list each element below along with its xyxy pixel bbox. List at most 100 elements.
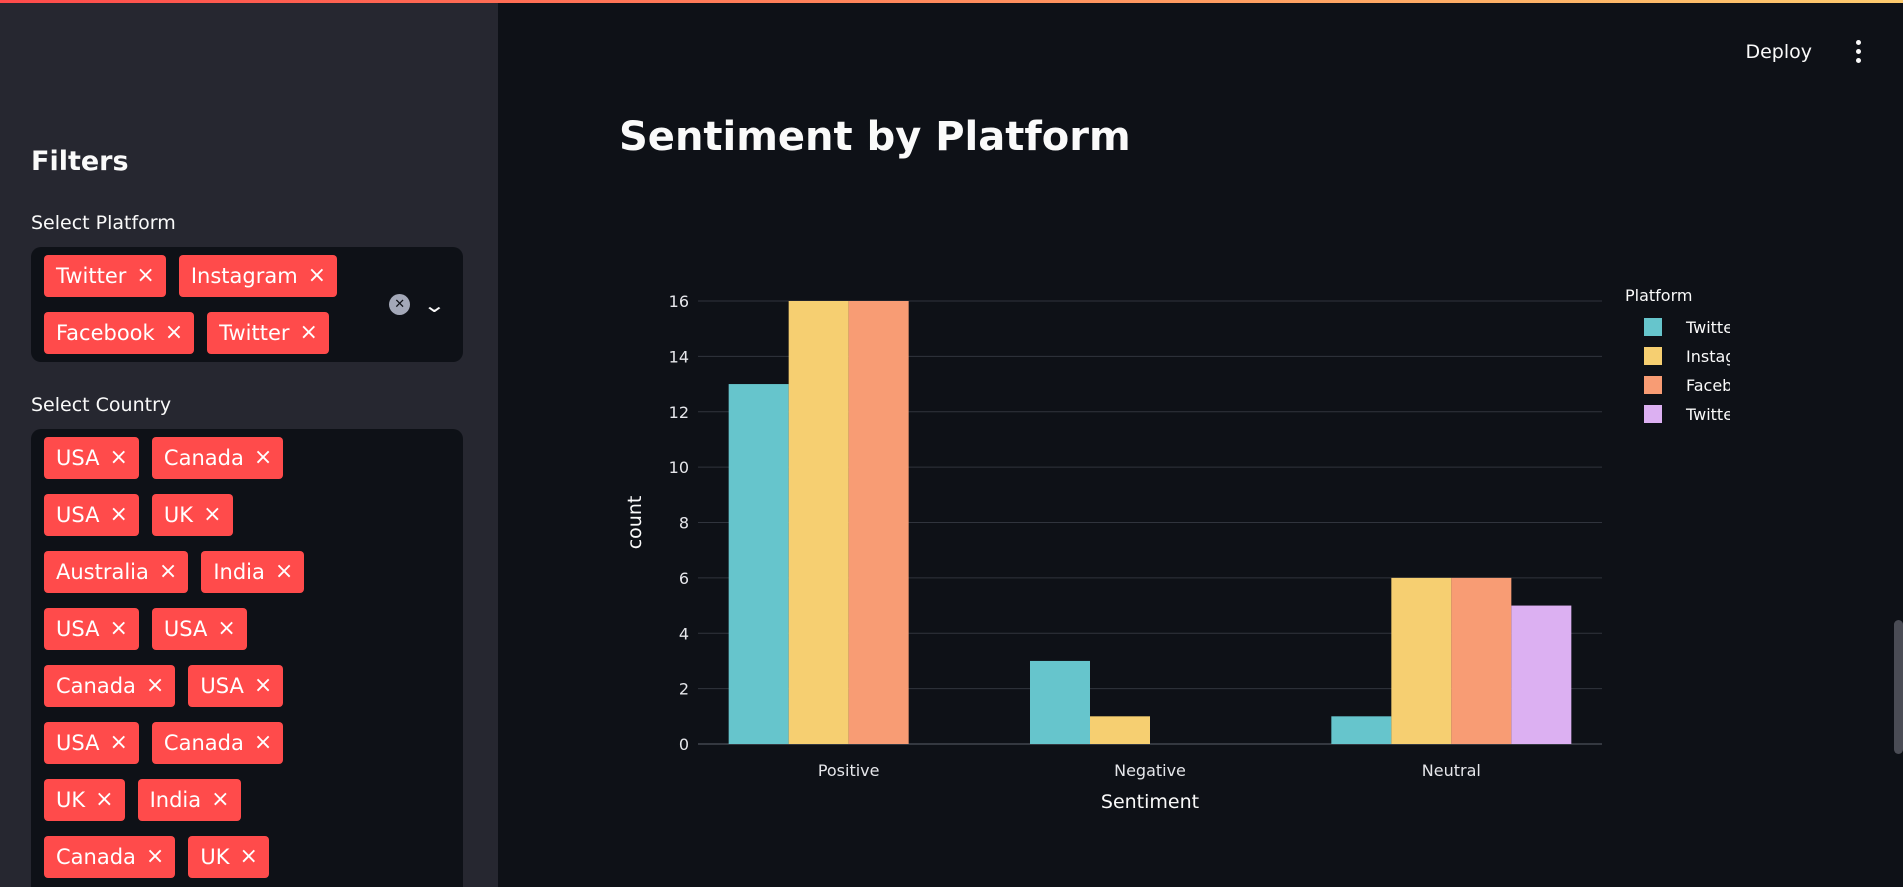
remove-chip-icon[interactable]: × [109,730,128,755]
country-chip: USA × [44,494,139,536]
y-axis-title: count [624,496,646,550]
country-chip: Canada × [44,836,176,878]
app-header-actions: Deploy [1745,40,1861,63]
x-tick-label: Neutral [1422,761,1481,780]
country-chip: USA × [44,722,139,764]
country-chip-label: USA [200,674,244,698]
platform-chip-label: Twitter [219,321,290,345]
country-chip: UK × [188,836,269,878]
country-chip-label: USA [163,617,208,641]
remove-chip-icon[interactable]: × [274,559,294,584]
bar-facebook-positive [848,301,909,744]
remove-chip-icon[interactable]: × [217,616,236,641]
remove-chip-icon[interactable]: × [253,730,273,755]
x-axis-title: Sentiment [1101,791,1199,813]
remove-chip-icon[interactable]: × [253,673,273,698]
country-chip-label: Canada [163,731,244,755]
main-menu-icon[interactable] [1856,40,1861,63]
platform-chip-label: Twitter [56,264,127,288]
country-multiselect[interactable]: USA × Canada × USA × UK × Australia × India × USA × US… [31,429,463,887]
y-tick-label: 4 [679,624,689,643]
remove-chip-icon[interactable]: × [253,445,273,470]
bar-twitter-neutral [1511,605,1572,744]
y-tick-label: 2 [679,680,689,699]
sidebar: Filters Select Platform Twitter × Instagra… [0,0,498,887]
clear-all-icon[interactable]: ✕ [389,294,411,315]
country-chip: Canada × [151,437,284,479]
remove-chip-icon[interactable]: × [307,263,327,288]
country-chip: USA × [44,608,139,650]
country-chip: India × [137,779,241,821]
country-chip-label: UK [163,503,194,527]
legend-swatch [1644,347,1662,365]
x-tick-label: Negative [1114,761,1186,780]
country-chip-label: USA [56,617,100,641]
platform-multiselect[interactable]: Twitter × Instagram × Facebook × Twitter × ✕ ⌄ [31,247,463,362]
sentiment-bar-chart: 0 2 4 6 8 10 12 14 16 Positive Negative Neutral Sent… [624,286,1730,813]
platform-chip-label: Facebook [56,321,155,345]
remove-chip-icon[interactable]: × [239,844,258,869]
remove-chip-icon[interactable]: × [109,502,128,527]
platform-filter-label: Select Platform [31,212,176,234]
country-chips: USA × Canada × USA × UK × Australia × India × USA × US… [44,437,374,878]
remove-chip-icon[interactable]: × [299,320,318,345]
legend-label: Instagram [1686,347,1730,366]
remove-chip-icon[interactable]: × [158,559,178,584]
country-chip: Canada × [151,722,284,764]
platform-chip-label: Instagram [190,264,298,288]
legend-title: Platform [1625,286,1692,305]
country-chip-label: UK [56,788,86,812]
deploy-button[interactable]: Deploy [1745,40,1812,63]
country-chip: India × [201,551,305,593]
y-tick-label: 6 [679,569,689,588]
remove-chip-icon[interactable]: × [164,320,184,345]
remove-chip-icon[interactable]: × [136,263,155,288]
remove-chip-icon[interactable]: × [203,502,222,527]
bar-twitter-neutral [1331,716,1392,744]
country-chip-label: Australia [56,560,149,584]
page-scrollbar[interactable] [1894,620,1903,754]
remove-chip-icon[interactable]: × [109,445,128,470]
chevron-down-icon[interactable]: ⌄ [422,292,447,317]
platform-chip: Facebook × [44,312,195,354]
legend-label: Twitter [1685,405,1730,424]
y-tick-label: 10 [669,458,689,477]
country-chip-label: USA [56,446,100,470]
bar-facebook-neutral [1451,577,1512,744]
country-chip: Canada × [44,665,176,707]
remove-chip-icon[interactable]: × [95,787,114,812]
country-chip: UK × [44,779,125,821]
y-tick-label: 14 [669,347,689,366]
sidebar-title: Filters [31,146,129,177]
country-chip-label: Canada [163,446,244,470]
country-chip: USA × [151,608,247,650]
remove-chip-icon[interactable]: × [109,616,128,641]
platform-chip: Twitter × [44,255,166,297]
remove-chip-icon[interactable]: × [145,673,165,698]
y-tick-label: 12 [669,403,689,422]
country-chip-label: Canada [56,674,136,698]
country-chip: Australia × [44,551,189,593]
platform-controls: ✕ ⌄ [389,247,447,362]
country-chip-label: Canada [56,845,136,869]
country-chip-label: USA [56,731,100,755]
legend-swatch [1644,376,1662,394]
top-accent-bar [0,0,1903,3]
y-tick-label: 8 [679,514,689,533]
platform-chips: Twitter × Instagram × Facebook × Twitter × [44,255,374,354]
bar-twitter-positive [728,384,789,744]
remove-chip-icon[interactable]: × [211,787,230,812]
country-chip: USA × [44,437,139,479]
legend-swatch [1644,405,1662,423]
country-filter-label: Select Country [31,394,172,416]
bar-twitter-negative [1030,660,1090,744]
country-chip-label: USA [56,503,100,527]
legend-label: Facebook [1686,376,1730,395]
country-chip-label: India [213,560,265,584]
bar-instagram-positive [788,301,849,744]
remove-chip-icon[interactable]: × [145,844,165,869]
x-tick-label: Positive [818,761,880,780]
country-chip: USA × [188,665,284,707]
y-tick-label: 0 [679,735,689,754]
country-chip-label: India [149,788,202,812]
